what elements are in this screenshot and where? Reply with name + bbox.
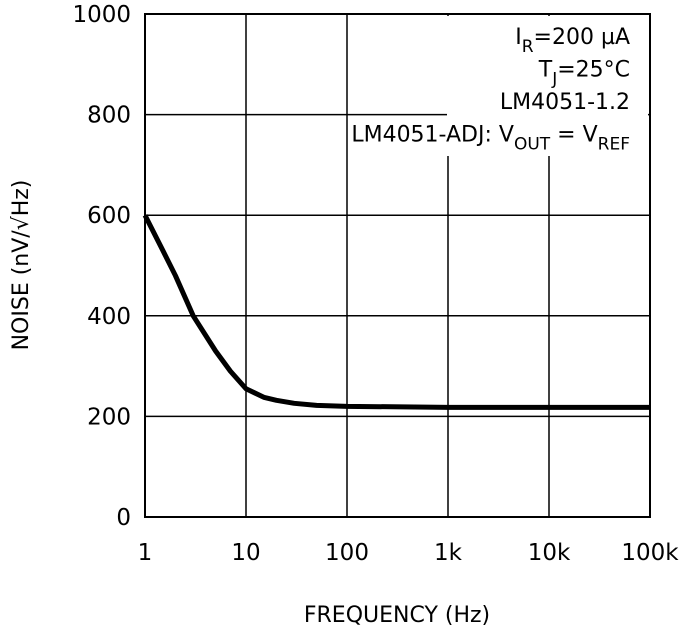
annotation-subscript: R	[522, 37, 534, 57]
annotation-text: = V	[550, 123, 597, 148]
annotation-subscript: OUT	[514, 135, 551, 155]
y-tick-label: 200	[87, 404, 131, 430]
annotation-text: =25°C	[557, 58, 630, 83]
annotation-text: I	[515, 25, 522, 50]
annotation: LM4051-1.2	[500, 90, 630, 115]
annotation-text: =200 µA	[534, 25, 630, 50]
y-tick-label: 0	[116, 505, 131, 531]
x-tick-label: 1k	[434, 540, 463, 566]
x-tick-label: 1	[138, 540, 153, 566]
y-tick-label: 600	[87, 203, 131, 229]
annotation: IR=200 µA	[515, 25, 630, 57]
annotation-text: LM4051-ADJ: V	[351, 123, 514, 148]
annotation-text: T	[538, 58, 553, 83]
x-axis-label: FREQUENCY (Hz)	[304, 603, 490, 628]
y-tick-label: 400	[87, 304, 131, 330]
data-line	[142, 214, 650, 410]
annotation: TJ=25°C	[538, 58, 630, 90]
plot-frame	[144, 13, 651, 518]
annotation-subscript: J	[551, 70, 557, 90]
annotation-text: LM4051-1.2	[500, 90, 630, 115]
annotation-box	[447, 16, 648, 156]
x-tick-label: 100	[325, 540, 369, 566]
x-tick-label: 10k	[528, 540, 571, 566]
x-tick-label: 100k	[621, 540, 679, 566]
y-axis-label: NOISE (nV/√Hz)	[9, 180, 34, 351]
y-tick-label: 800	[87, 103, 131, 129]
x-tick-label: 10	[231, 540, 260, 566]
annotation-subscript: REF	[598, 135, 630, 155]
y-tick-label: 1000	[72, 2, 131, 28]
plot	[142, 214, 650, 410]
annotation: LM4051-ADJ: VOUT = VREF	[351, 123, 630, 155]
